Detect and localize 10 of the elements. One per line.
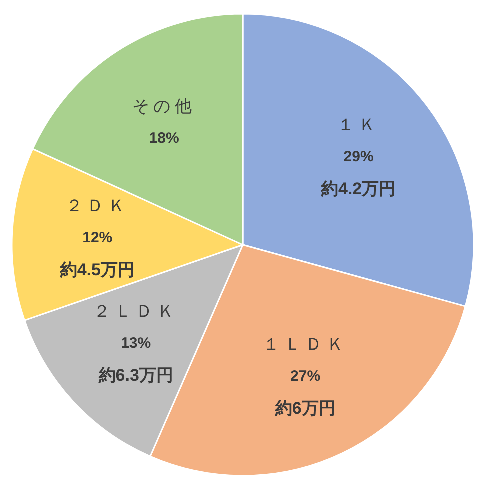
data-label: 13% 約6.3万円 [98,335,174,386]
data-label: 29% 約4.2万円 [320,148,396,198]
data-label: 27% 約6万円 [274,368,336,418]
slice-label: ２ＤＫ [66,196,130,216]
slice-label: １Ｋ [338,115,380,134]
slice-label: その他 [132,97,196,116]
data-label: 12% 約4.5万円 [59,230,135,280]
data-label: 18% [149,130,180,148]
slice-label: ２ＬＤＫ [94,302,179,322]
slice-label: １ＬＤＫ [263,334,348,354]
